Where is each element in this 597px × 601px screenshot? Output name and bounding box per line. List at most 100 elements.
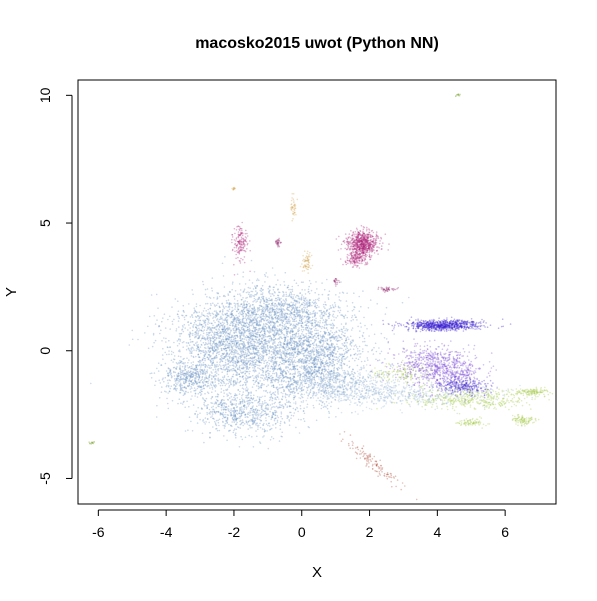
- data-point: [237, 356, 240, 359]
- data-point: [258, 354, 260, 357]
- data-point: [252, 318, 255, 321]
- data-point: [169, 346, 171, 349]
- data-point: [319, 315, 321, 317]
- data-point: [307, 288, 310, 291]
- data-point: [283, 388, 285, 391]
- data-point: [358, 353, 360, 355]
- data-point: [233, 340, 235, 343]
- data-point: [263, 337, 265, 339]
- data-point: [229, 348, 231, 351]
- data-point: [243, 356, 246, 359]
- data-point: [283, 334, 286, 336]
- data-point: [171, 323, 174, 325]
- data-point: [270, 380, 273, 382]
- data-point: [261, 293, 264, 296]
- data-point: [337, 357, 340, 359]
- data-point: [305, 328, 307, 331]
- data-point: [294, 299, 296, 302]
- data-point: [333, 347, 336, 350]
- data-point: [268, 377, 270, 379]
- data-point: [238, 347, 240, 350]
- data-point: [184, 366, 186, 368]
- data-point: [272, 289, 275, 291]
- data-point: [227, 362, 230, 365]
- data-point: [253, 383, 255, 386]
- data-point: [230, 409, 232, 412]
- data-point: [288, 294, 291, 297]
- data-point: [274, 354, 277, 357]
- data-point: [177, 373, 180, 375]
- data-point: [287, 363, 290, 366]
- data-point: [262, 344, 265, 346]
- data-point: [208, 376, 211, 379]
- data-point: [274, 338, 277, 340]
- data-point: [249, 356, 252, 359]
- data-point: [290, 340, 293, 343]
- data-point: [272, 309, 275, 311]
- data-point: [306, 344, 308, 347]
- data-point: [259, 380, 261, 382]
- data-point: [272, 325, 275, 327]
- data-point: [259, 441, 261, 443]
- data-point: [235, 328, 238, 331]
- data-point: [230, 349, 233, 352]
- data-point: [280, 313, 283, 316]
- data-point: [280, 303, 282, 305]
- data-point: [268, 335, 271, 337]
- data-point: [268, 350, 270, 352]
- data-point: [206, 369, 209, 371]
- data-point: [168, 371, 171, 374]
- data-point: [268, 356, 271, 358]
- data-point: [287, 383, 290, 385]
- data-point: [226, 319, 228, 321]
- data-point: [180, 373, 182, 376]
- data-point: [251, 342, 253, 345]
- data-point: [211, 287, 213, 290]
- data-point: [179, 340, 181, 342]
- data-point: [189, 331, 191, 334]
- data-point: [272, 286, 275, 289]
- data-point: [270, 307, 273, 310]
- data-point: [192, 312, 195, 314]
- data-point: [257, 349, 260, 352]
- data-point: [174, 371, 177, 374]
- data-point: [241, 309, 244, 312]
- data-point: [250, 320, 253, 323]
- data-point: [306, 306, 309, 309]
- data-point: [248, 338, 250, 341]
- data-point: [180, 355, 182, 358]
- data-point: [255, 430, 257, 432]
- data-point: [321, 317, 324, 320]
- data-point: [229, 355, 231, 358]
- data-point: [204, 372, 207, 375]
- data-point: [249, 353, 252, 355]
- data-point: [161, 340, 163, 342]
- data-point: [253, 359, 255, 362]
- data-point: [213, 331, 216, 334]
- data-point: [247, 326, 249, 329]
- data-point: [176, 374, 178, 376]
- data-point: [237, 340, 239, 342]
- data-point: [216, 333, 218, 336]
- data-point: [234, 337, 237, 340]
- data-point: [303, 297, 305, 300]
- data-point: [268, 359, 270, 362]
- data-point: [279, 324, 281, 327]
- data-point: [380, 350, 383, 353]
- data-point: [194, 371, 197, 374]
- data-point: [182, 378, 185, 381]
- data-point: [303, 316, 306, 318]
- data-point: [196, 387, 199, 390]
- data-point: [245, 334, 248, 337]
- data-point: [158, 379, 160, 382]
- data-point: [270, 337, 273, 340]
- data-point: [289, 385, 291, 387]
- data-point: [187, 380, 190, 383]
- data-point: [202, 371, 205, 374]
- data-point: [197, 324, 200, 327]
- data-point: [292, 324, 294, 327]
- data-point: [224, 313, 227, 316]
- data-point: [276, 305, 279, 308]
- data-point: [171, 320, 174, 323]
- data-point: [288, 313, 291, 315]
